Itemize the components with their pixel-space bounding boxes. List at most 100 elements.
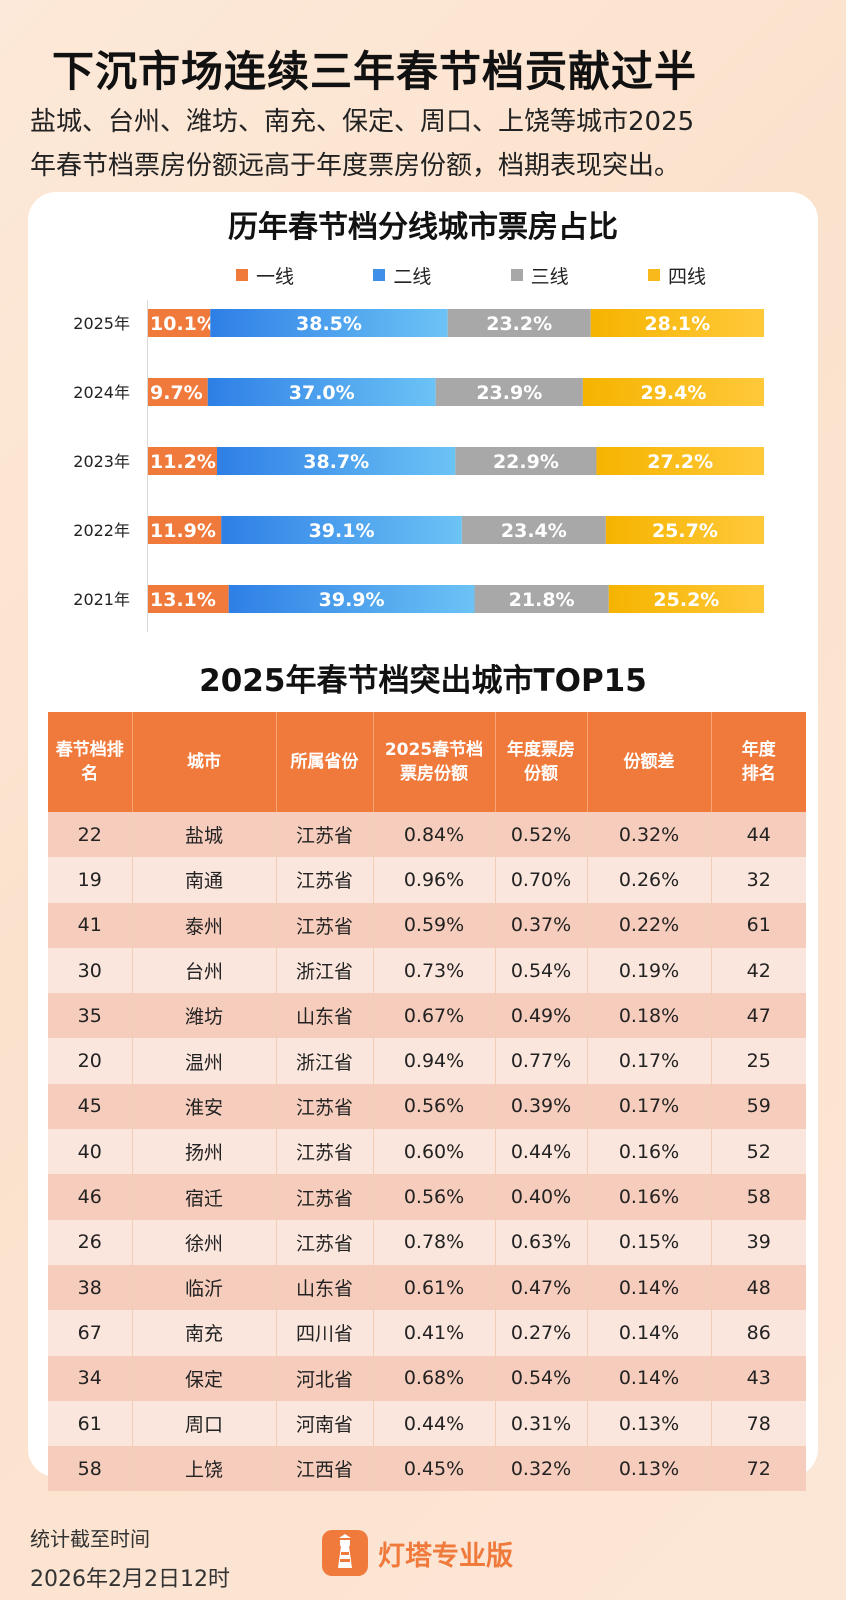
table-cell: 江苏省 [276, 1083, 374, 1130]
bar-segment [148, 516, 222, 544]
table-cell: 0.94% [373, 1038, 496, 1084]
table-cell: 0.17% [587, 1038, 712, 1084]
legend-item-tier2: 二线 [373, 262, 431, 289]
table-cell: 42 [711, 947, 806, 994]
category-label: 2021年 [73, 590, 130, 609]
table-cell: 35 [48, 993, 133, 1039]
legend-label: 二线 [393, 265, 432, 288]
data-label: 29.4% [640, 382, 706, 404]
data-label: 28.1% [644, 313, 710, 335]
table-cell: 0.67% [373, 993, 496, 1039]
bar-segment [461, 516, 606, 544]
data-label: 37.0% [289, 382, 355, 404]
table-cell: 0.73% [373, 947, 496, 994]
table-cell: 河北省 [276, 1355, 374, 1401]
data-label: 10.1% [150, 313, 216, 335]
bar-segment [148, 585, 229, 613]
table-cell: 潍坊 [132, 993, 277, 1039]
table-row: 22 盐城 江苏省 0.84% 0.52% 0.32% 44 [48, 812, 806, 858]
table-row: 35 潍坊 山东省 0.67% 0.49% 0.18% 47 [48, 993, 806, 1039]
table-cell: 32 [711, 857, 806, 903]
data-label: 39.1% [309, 520, 375, 542]
table-cell: 43 [711, 1355, 806, 1401]
category-label: 2022年 [73, 521, 130, 540]
category-label: 2023年 [73, 452, 130, 471]
bar-segment [455, 447, 597, 475]
table-cell: 0.39% [495, 1083, 588, 1130]
table-cell: 58 [48, 1446, 133, 1492]
footer-date: 2026年2月2日12时 [30, 1567, 230, 1592]
table-cell: 0.47% [495, 1264, 588, 1311]
table-cell: 0.61% [373, 1264, 496, 1311]
table-cell: 0.45% [373, 1446, 496, 1492]
bar-segment [228, 585, 475, 613]
bar-segment [221, 516, 462, 544]
column-header: 城市 [132, 712, 277, 812]
data-label: 9.7% [150, 382, 203, 404]
table-cell: 0.84% [373, 812, 496, 858]
bar-segment [582, 378, 764, 406]
table-cell: 0.40% [495, 1174, 588, 1220]
chart-title: 历年春节档分线城市票房占比 [228, 210, 618, 245]
table-cell: 徐州 [132, 1219, 277, 1265]
table-cell: 0.18% [587, 993, 712, 1039]
table-cell: 0.15% [587, 1219, 712, 1265]
table-cell: 0.52% [495, 812, 588, 858]
legend-swatch [647, 269, 660, 281]
table-cell: 0.41% [373, 1310, 496, 1356]
table-cell: 保定 [132, 1355, 277, 1401]
page-subtitle: 盐城、台州、潍坊、南充、保定、周口、上饶等城市2025 年春节档票房份额远高于年… [30, 100, 830, 188]
table-cell: 0.17% [587, 1083, 712, 1130]
table-cell: 0.14% [587, 1264, 712, 1311]
column-header: 春节档排名 [48, 712, 133, 812]
brand-name: 灯塔专业版 [378, 1540, 513, 1572]
bar-segment [148, 378, 208, 406]
table-cell: 江苏省 [276, 812, 374, 858]
data-label: 23.2% [486, 313, 552, 335]
table-cell: 19 [48, 857, 133, 903]
table-cell: 四川省 [276, 1310, 374, 1356]
table-cell: 41 [48, 902, 133, 948]
table-cell: 0.16% [587, 1174, 712, 1220]
subtitle-line-1: 盐城、台州、潍坊、南充、保定、周口、上饶等城市2025 [30, 107, 695, 137]
table-cell: 临沂 [132, 1264, 277, 1311]
legend-swatch [510, 269, 523, 281]
data-label: 38.5% [296, 313, 362, 335]
table-cell: 江苏省 [276, 1129, 374, 1175]
table-row: 45 淮安 江苏省 0.56% 0.39% 0.17% 59 [48, 1083, 806, 1130]
bar-segment [210, 309, 448, 337]
table-row: 67 南充 四川省 0.41% 0.27% 0.14% 86 [48, 1310, 806, 1356]
table-cell: 0.19% [587, 947, 712, 994]
table-cell: 盐城 [132, 812, 277, 858]
table-cell: 72 [711, 1446, 806, 1492]
legend-item-tier4: 四线 [647, 262, 706, 289]
table-cell: 48 [711, 1264, 806, 1311]
legend-item-tier1: 一线 [236, 262, 294, 289]
table-cell: 0.63% [495, 1219, 588, 1265]
table-row: 46 宿迁 江苏省 0.56% 0.40% 0.16% 58 [48, 1174, 806, 1220]
lighthouse-logo-icon [322, 1530, 368, 1576]
table-cell: 上饶 [132, 1446, 277, 1492]
table-cell: 宿迁 [132, 1174, 277, 1220]
table-cell: 0.26% [587, 857, 712, 903]
table-cell: 0.96% [373, 857, 496, 903]
table-cell: 0.54% [495, 1355, 588, 1401]
column-header: 年度票房 份额 [495, 712, 588, 812]
table-row: 26 徐州 江苏省 0.78% 0.63% 0.15% 39 [48, 1219, 806, 1265]
table-cell: 河南省 [276, 1400, 374, 1447]
legend-item-tier3: 三线 [510, 262, 569, 289]
data-label: 25.2% [653, 589, 719, 611]
footer-stats-label: 统计截至时间 [30, 1527, 150, 1551]
table-cell: 25 [711, 1038, 806, 1084]
table-cell: 0.32% [587, 812, 712, 858]
table-cell: 南通 [132, 857, 277, 903]
data-label: 22.9% [493, 451, 559, 473]
table-cell: 0.49% [495, 993, 588, 1039]
table-cell: 38 [48, 1264, 133, 1311]
table-cell: 26 [48, 1219, 133, 1265]
data-label: 11.9% [150, 520, 216, 542]
table-cell: 台州 [132, 947, 277, 994]
table-cell: 江西省 [276, 1446, 374, 1492]
table-cell: 59 [711, 1083, 806, 1130]
data-label: 38.7% [303, 451, 369, 473]
